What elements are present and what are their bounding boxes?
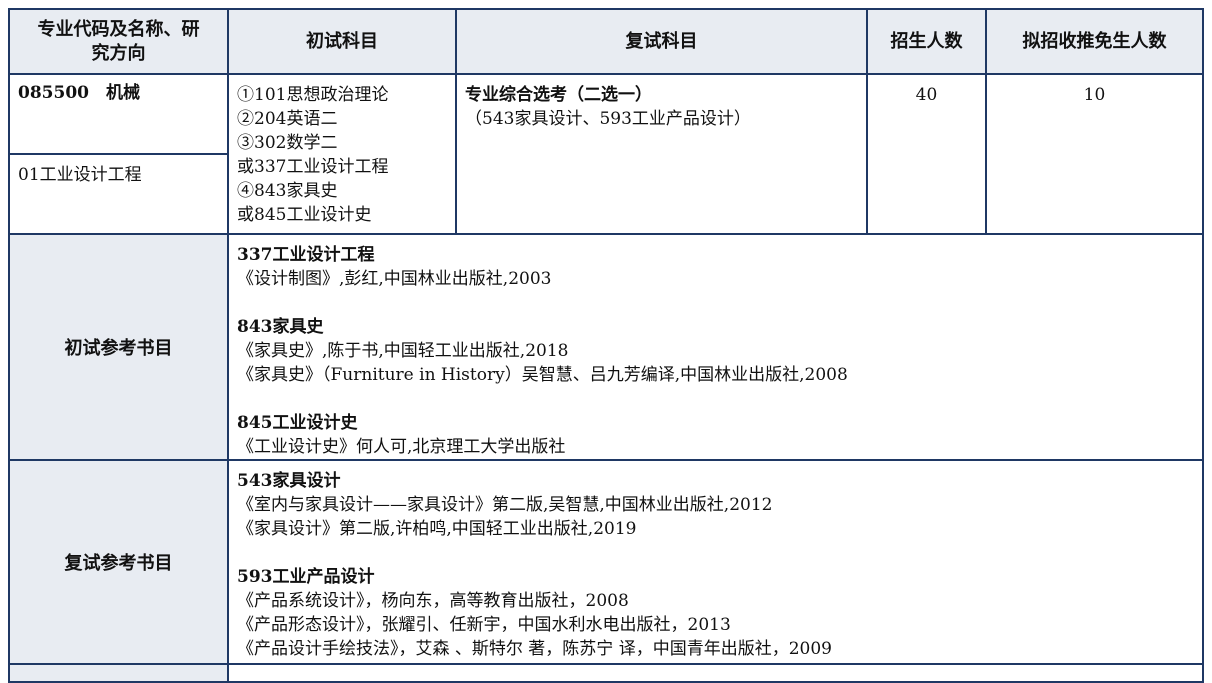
exam-subject: ④843家具史 bbox=[237, 181, 338, 201]
header-label: 招生人数 bbox=[890, 30, 963, 52]
header-label: 拟招收推免生人数 bbox=[1022, 30, 1167, 52]
retest-refs-cell: 543家具设计 《室内与家具设计——家具设计》第二版,吴智慧,中国林业出版社,2… bbox=[227, 459, 1204, 665]
ref-book: 《室内与家具设计——家具设计》第二版,吴智慧,中国林业出版社,2012 bbox=[237, 495, 773, 515]
ref-group-title: 337工业设计工程 bbox=[237, 245, 375, 265]
exempt-cell: 10 bbox=[985, 73, 1204, 235]
header-label: 复试科目 bbox=[625, 30, 698, 52]
header-major: 专业代码及名称、研究方向 bbox=[8, 8, 229, 75]
initial-refs-label: 初试参考书目 bbox=[64, 338, 173, 359]
exam-subject: 或845工业设计史 bbox=[237, 205, 372, 225]
header-exempt: 拟招收推免生人数 bbox=[985, 8, 1204, 75]
direction-cell: 01工业设计工程 bbox=[8, 153, 229, 235]
retest-title: 专业综合选考（二选一） bbox=[465, 85, 652, 105]
exam-subject: 或337工业设计工程 bbox=[237, 157, 389, 177]
ref-book: 《产品形态设计》，张耀引、任新宇，中国水利水电出版社，2013 bbox=[237, 615, 731, 635]
retest-refs-label-cell: 复试参考书目 bbox=[8, 459, 229, 665]
header-enrollment: 招生人数 bbox=[866, 8, 987, 75]
header-label: 初试科目 bbox=[306, 30, 378, 52]
ref-book: 《产品系统设计》，杨向东，高等教育出版社，2008 bbox=[237, 591, 629, 611]
header-exam: 初试科目 bbox=[227, 8, 457, 75]
initial-refs-label-cell: 初试参考书目 bbox=[8, 233, 229, 461]
ref-book: 《产品设计手绘技法》，艾森 、斯特尔 著，陈苏宁 译，中国青年出版社，2009 bbox=[237, 639, 832, 659]
exempt-count: 10 bbox=[1083, 85, 1106, 105]
ref-book: 《家具史》（Furniture in History）吴智慧、吕九芳编译,中国林… bbox=[237, 365, 848, 385]
exam-subject: ③302数学二 bbox=[237, 133, 338, 153]
initial-refs-cell: 337工业设计工程 《设计制图》,彭红,中国林业出版社,2003 843家具史 … bbox=[227, 233, 1204, 461]
header-retest: 复试科目 bbox=[455, 8, 868, 75]
ref-book: 《家具史》,陈于书,中国轻工业出版社,2018 bbox=[237, 341, 569, 361]
ref-group-title: 845工业设计史 bbox=[237, 413, 358, 433]
major-code-cell: 085500 机械 bbox=[8, 73, 229, 155]
exam-subjects-cell: ①101思想政治理论 ②204英语二 ③302数学二 或337工业设计工程 ④8… bbox=[227, 73, 457, 235]
exam-subject: ①101思想政治理论 bbox=[237, 85, 389, 105]
ref-book: 《家具设计》第二版,许柏鸣,中国轻工业出版社,2019 bbox=[237, 519, 637, 539]
ref-group-title: 543家具设计 bbox=[237, 471, 341, 491]
next-row-cell bbox=[227, 663, 1204, 683]
retest-detail: （543家具设计、593工业产品设计） bbox=[465, 109, 751, 129]
ref-group-title: 843家具史 bbox=[237, 317, 324, 337]
ref-book: 《设计制图》,彭红,中国林业出版社,2003 bbox=[237, 269, 552, 289]
retest-cell: 专业综合选考（二选一） （543家具设计、593工业产品设计） bbox=[455, 73, 868, 235]
enrollment-count: 40 bbox=[915, 85, 938, 105]
direction: 01工业设计工程 bbox=[18, 165, 142, 185]
header-label: 专业代码及名称、研究方向 bbox=[37, 18, 200, 64]
major-code: 085500 机械 bbox=[18, 83, 140, 103]
next-row-label-cell bbox=[8, 663, 229, 683]
ref-group-title: 593工业产品设计 bbox=[237, 567, 375, 587]
enrollment-cell: 40 bbox=[866, 73, 987, 235]
ref-book: 《工业设计史》何人可,北京理工大学出版社 bbox=[237, 437, 566, 457]
exam-subject: ②204英语二 bbox=[237, 109, 338, 129]
retest-refs-label: 复试参考书目 bbox=[64, 553, 173, 574]
